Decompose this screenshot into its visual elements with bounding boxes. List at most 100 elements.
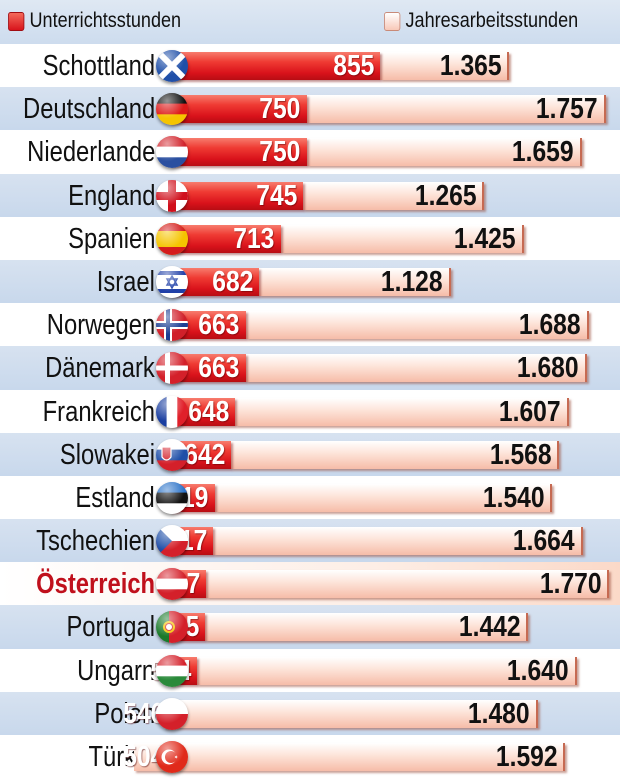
teaching-hours-value: 648: [187, 395, 230, 428]
england-flag-icon: [156, 179, 188, 212]
teaching-hours-value: 663: [198, 309, 240, 342]
israel-flag-icon: [156, 265, 188, 298]
annual-hours-bar: 1.365: [380, 52, 510, 81]
teaching-hours-value: 745: [255, 179, 297, 212]
teaching-hours-bar: 750: [170, 93, 307, 126]
annual-hours-bar: 1.265: [303, 181, 485, 210]
annual-hours-bar: 1.128: [258, 265, 451, 298]
teaching-hours-value: 663: [198, 352, 240, 385]
table-row: Österreich6071.770: [0, 562, 620, 606]
legend-label: Unterrichtsstunden: [29, 9, 182, 32]
annual-hours-value: 1.540: [482, 481, 545, 514]
table-row: Ungarn5941.640: [0, 648, 620, 692]
table-row: Schottland 855 1.365: [0, 44, 620, 88]
teaching-hours-value: 750: [259, 136, 301, 169]
annual-hours-value: 1.688: [519, 309, 581, 342]
chart-rows: Schottland 855 1.365 Deutschland 750 1.757 Nie…: [0, 44, 620, 779]
annual-hours-bar: 1.592: [134, 743, 566, 772]
netherlands-flag-icon: [156, 136, 188, 169]
annual-hours-bar: 1.425: [280, 222, 524, 255]
annual-hours-value: 1.442: [458, 611, 521, 644]
country-label: Ungarn: [76, 654, 155, 687]
denmark-flag-icon: [156, 352, 188, 385]
poland-flag-icon: [156, 697, 188, 730]
table-row: Spanien 713 1.425: [0, 216, 620, 260]
teaching-hours-bar: 713: [170, 222, 281, 255]
teaching-hours-bar: 750: [170, 136, 307, 169]
table-row: Polen 546 1.480: [0, 691, 620, 735]
teaching-hours-value: 713: [233, 222, 275, 255]
table-row: Dänemark 663 1.680: [0, 346, 620, 390]
country-label: England: [67, 179, 155, 212]
hungary-flag-icon: [156, 654, 188, 687]
annual-hours-value: 1.659: [512, 136, 574, 169]
annual-hours-value: 1.425: [454, 222, 516, 255]
annual-hours-bar: 1.680: [245, 352, 587, 385]
table-row: Slowakei 642 1.568: [0, 432, 620, 476]
teaching-hours-bar: 855: [170, 50, 380, 82]
country-label: Dänemark: [45, 352, 155, 385]
annual-hours-bar: 1.659: [306, 136, 582, 169]
annual-hours-value: 1.607: [499, 395, 561, 428]
france-flag-icon: [156, 395, 188, 428]
teaching-hours-value: 750: [259, 93, 301, 126]
austria-flag-icon: [156, 568, 188, 601]
table-row: England 745 1.265: [0, 173, 620, 217]
country-label: Portugal: [66, 611, 155, 644]
country-label: Israel: [96, 265, 155, 298]
country-label: Schottland: [42, 50, 155, 82]
annual-hours-bar: 1.770: [206, 568, 610, 601]
country-label: Deutschland: [22, 93, 155, 126]
scotland-flag-icon: [156, 50, 188, 82]
country-label: Polen: [94, 697, 155, 730]
pink-swatch-icon: [384, 11, 401, 31]
table-row: Tschechien6171.664: [0, 519, 620, 563]
table-row: Israel 682 1.128: [0, 259, 620, 304]
country-label: Niederlande: [26, 136, 155, 169]
annual-hours-bar: 1.480: [163, 697, 538, 730]
annual-hours-bar: 1.540: [214, 481, 553, 514]
teaching-hours-value: 682: [211, 265, 253, 298]
germany-flag-icon: [156, 93, 188, 126]
teaching-hours-value: 855: [332, 50, 374, 82]
annual-hours-value: 1.680: [517, 352, 579, 385]
annual-hours-bar: 1.640: [197, 656, 578, 685]
turkey-flag-icon: [156, 741, 188, 773]
annual-hours-bar: 1.688: [245, 309, 589, 342]
norway-flag-icon: [156, 309, 188, 342]
annual-hours-bar: 1.442: [205, 611, 529, 644]
annual-hours-value: 1.568: [489, 438, 552, 471]
annual-hours-value: 1.664: [513, 525, 575, 558]
country-label: Frankreich: [42, 395, 155, 428]
annual-hours-value: 1.128: [380, 265, 443, 298]
table-row: Estland 619 1.540: [0, 475, 620, 520]
country-label: Norwegen: [46, 309, 155, 342]
estonia-flag-icon: [156, 481, 188, 514]
teaching-hours-value: 642: [183, 438, 225, 471]
czechia-flag-icon: [156, 525, 188, 558]
red-swatch-icon: [8, 11, 25, 31]
legend: Unterrichtsstunden Jahresarbeitsstunden: [0, 0, 620, 44]
slovakia-flag-icon: [156, 438, 188, 471]
legend-label: Jahresarbeitsstunden: [405, 9, 579, 32]
table-row: Niederlande 750 1.659: [0, 130, 620, 174]
annual-hours-bar: 1.607: [235, 395, 569, 428]
table-row: Deutschland 750 1.757: [0, 87, 620, 131]
annual-hours-value: 1.480: [467, 697, 530, 730]
country-label: Estland: [75, 481, 155, 514]
country-label: Slowakei: [59, 438, 155, 471]
table-row: Portugal6051.442: [0, 605, 620, 649]
country-label: Österreich: [36, 568, 155, 601]
legend-item-teaching-hours: Unterrichtsstunden: [8, 9, 181, 33]
annual-hours-value: 1.757: [536, 93, 598, 126]
table-row: Norwegen 663 1.688: [0, 303, 620, 347]
country-label: Spanien: [67, 222, 155, 255]
annual-hours-value: 1.770: [539, 568, 602, 601]
country-label: Tschechien: [36, 525, 155, 558]
portugal-flag-icon: [156, 611, 188, 644]
annual-hours-bar: 1.568: [230, 438, 560, 471]
teaching-hours-bar: 745: [170, 179, 303, 212]
spain-flag-icon: [156, 222, 188, 255]
annual-hours-bar: 1.664: [213, 525, 583, 558]
annual-hours-bar: 1.757: [306, 93, 606, 126]
